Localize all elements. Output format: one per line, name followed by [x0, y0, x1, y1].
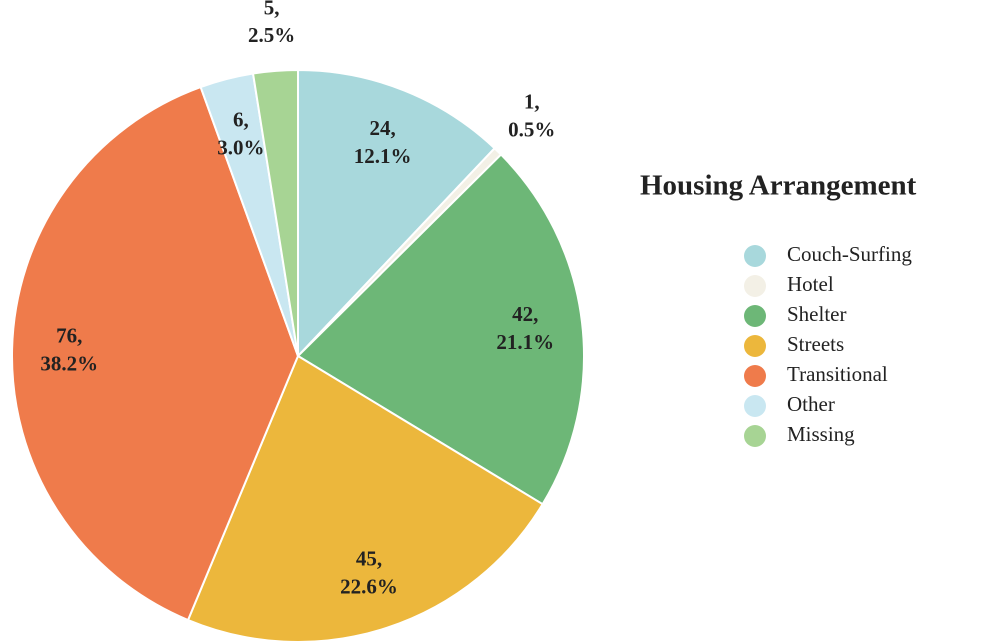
data-label: 6, [233, 107, 249, 131]
data-label: 5, [264, 0, 280, 19]
data-label: 24, [370, 116, 396, 140]
legend-label: Shelter [787, 302, 846, 326]
data-label: 1, [524, 89, 540, 113]
legend-swatch [744, 365, 766, 387]
data-label: 38.2% [40, 351, 98, 375]
pie-slice [297, 68, 496, 359]
data-label: 42, [512, 302, 538, 326]
legend-label: Couch-Surfing [787, 242, 912, 266]
pie-slice [11, 85, 300, 622]
legend-label: Hotel [787, 272, 834, 296]
data-label: 3.0% [217, 135, 264, 159]
legend-swatch [744, 275, 766, 297]
legend-title: Housing Arrangement [640, 170, 917, 202]
legend-label: Other [787, 392, 835, 416]
data-label: 0.5% [508, 117, 555, 141]
pie-slice [186, 354, 544, 643]
legend-swatch [744, 395, 766, 417]
data-label: 12.1% [354, 144, 412, 168]
data-label: 45, [356, 546, 382, 570]
data-label: 22.6% [340, 574, 398, 598]
legend-swatch [744, 335, 766, 357]
pie-slice [296, 153, 585, 506]
data-label: 21.1% [496, 330, 554, 354]
legend-label: Streets [787, 332, 844, 356]
data-label: 76, [56, 323, 82, 347]
legend-label: Missing [787, 422, 855, 446]
pie-slice [251, 68, 299, 357]
legend-swatch [744, 245, 766, 267]
legend-label: Transitional [787, 362, 888, 386]
data-label: 2.5% [248, 23, 295, 47]
legend-swatch [744, 305, 766, 327]
legend-swatch [744, 425, 766, 447]
